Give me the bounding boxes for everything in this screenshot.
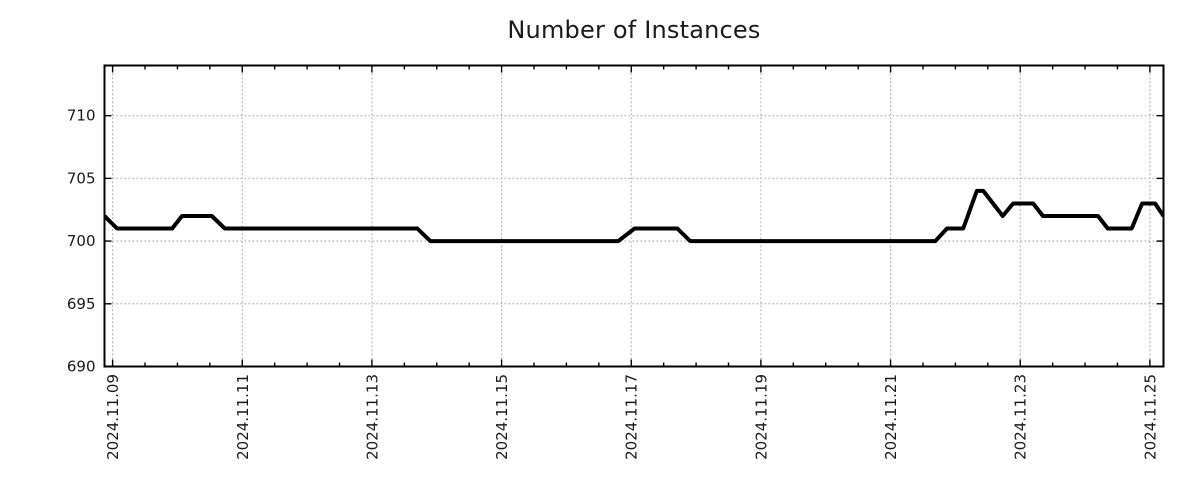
x-tick-label: 2024.11.13 [363,374,381,460]
x-tick-label: 2024.11.21 [882,374,900,460]
x-tick-label: 2024.11.11 [234,374,252,460]
series-line [104,188,1164,244]
x-tick-label: 2024.11.19 [752,374,770,460]
y-tick-label: 690 [67,358,96,376]
x-tick-label: 2024.11.09 [104,374,122,460]
y-tick-label: 695 [67,295,96,313]
y-tick-label: 700 [67,232,96,250]
chart-title: Number of Instances [507,16,761,44]
x-tick-label: 2024.11.23 [1012,374,1030,460]
x-tick-label: 2024.11.25 [1141,374,1159,460]
y-tick-label: 705 [67,169,96,187]
x-tick-label: 2024.11.17 [623,374,641,460]
x-tick-label: 2024.11.15 [493,374,511,460]
y-tick-label: 710 [67,107,96,125]
